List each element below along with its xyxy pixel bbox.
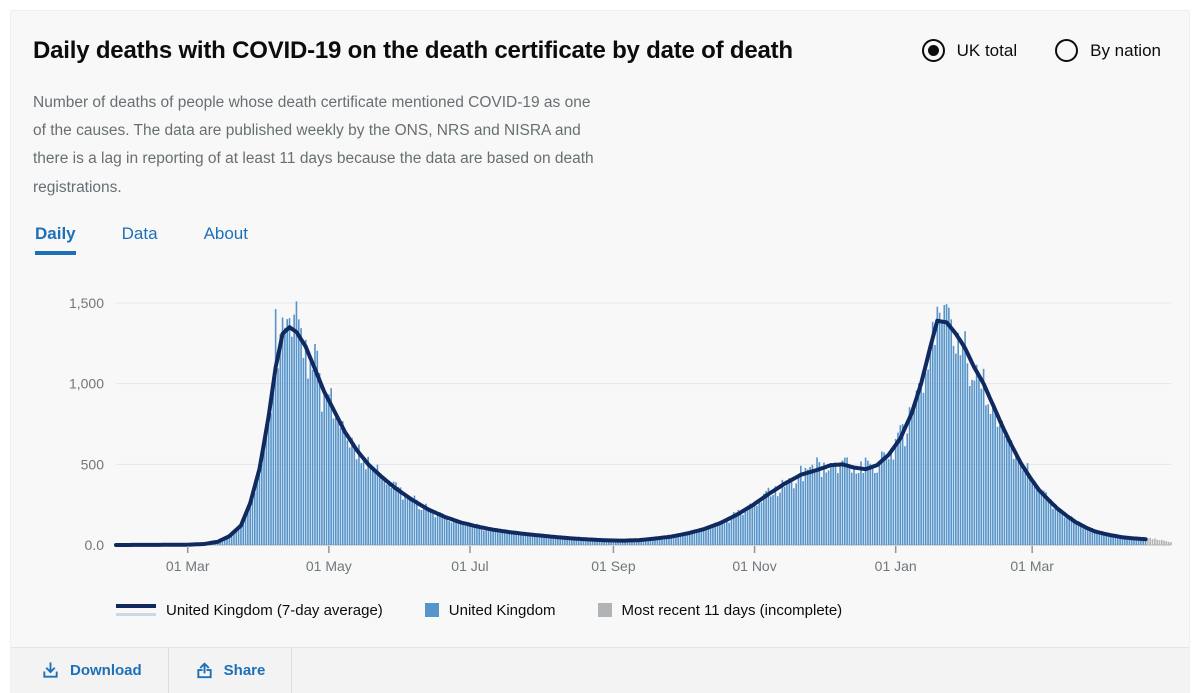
svg-text:01 Jan: 01 Jan (875, 558, 917, 574)
page-title: Daily deaths with COVID-19 on the death … (33, 37, 793, 64)
svg-text:01 Mar: 01 Mar (166, 558, 210, 574)
svg-text:500: 500 (81, 456, 105, 472)
radio-icon[interactable] (921, 39, 945, 62)
radio-uk-total[interactable]: UK total (921, 39, 1018, 62)
radio-by-nation[interactable]: By nation (1055, 39, 1161, 62)
tab-about[interactable]: About (203, 223, 248, 243)
share-button[interactable]: Share (169, 648, 293, 693)
legend-label: United Kingdom (7-day average) (166, 601, 383, 619)
area-type-radio-group: UK total By nation (921, 39, 1161, 62)
radio-uk-total-label: UK total (956, 40, 1018, 60)
legend-item-average: United Kingdom (7-day average) (116, 602, 383, 619)
download-icon (41, 661, 60, 680)
download-button-label: Download (70, 662, 142, 679)
svg-text:1,500: 1,500 (69, 295, 104, 311)
square-swatch-icon (424, 603, 439, 618)
line-swatch-icon (116, 604, 156, 617)
svg-text:01 Nov: 01 Nov (732, 558, 776, 574)
svg-text:1,000: 1,000 (69, 375, 104, 391)
dashboard-card: Daily deaths with COVID-19 on the death … (10, 10, 1190, 693)
legend-label: United Kingdom (448, 601, 556, 619)
card-header: Daily deaths with COVID-19 on the death … (11, 11, 1189, 65)
legend-item-uk: United Kingdom (424, 601, 556, 619)
chart-legend: United Kingdom (7-day average) United Ki… (116, 602, 1189, 619)
radio-by-nation-label: By nation (1090, 40, 1161, 60)
svg-text:01 Jul: 01 Jul (451, 558, 488, 574)
tab-bar: Daily Data About (11, 202, 1189, 255)
chart-area: 0.0 500 1,000 1,500 01 Mar 01 May 01 Jul 01 Sep… (11, 255, 1189, 633)
deaths-chart: 0.0 500 1,000 1,500 01 Mar 01 May 01 Jul 01 Sep… (69, 295, 1172, 574)
radio-icon[interactable] (1055, 39, 1079, 62)
svg-text:01 May: 01 May (306, 558, 352, 574)
legend-item-incomplete: Most recent 11 days (incomplete) (597, 601, 843, 619)
download-button[interactable]: Download (11, 648, 169, 693)
square-swatch-icon (597, 603, 612, 618)
card-footer: Download Share (11, 647, 1189, 693)
legend-label: Most recent 11 days (incomplete) (621, 601, 843, 619)
svg-text:0.0: 0.0 (85, 537, 105, 553)
svg-text:01 Sep: 01 Sep (591, 558, 636, 574)
share-icon (195, 661, 214, 680)
chart-description: Number of deaths of people whose death c… (33, 94, 594, 196)
tab-daily[interactable]: Daily (35, 224, 76, 255)
share-button-label: Share (223, 662, 266, 679)
svg-text:01 Mar: 01 Mar (1010, 558, 1054, 574)
tab-data[interactable]: Data (121, 223, 158, 243)
